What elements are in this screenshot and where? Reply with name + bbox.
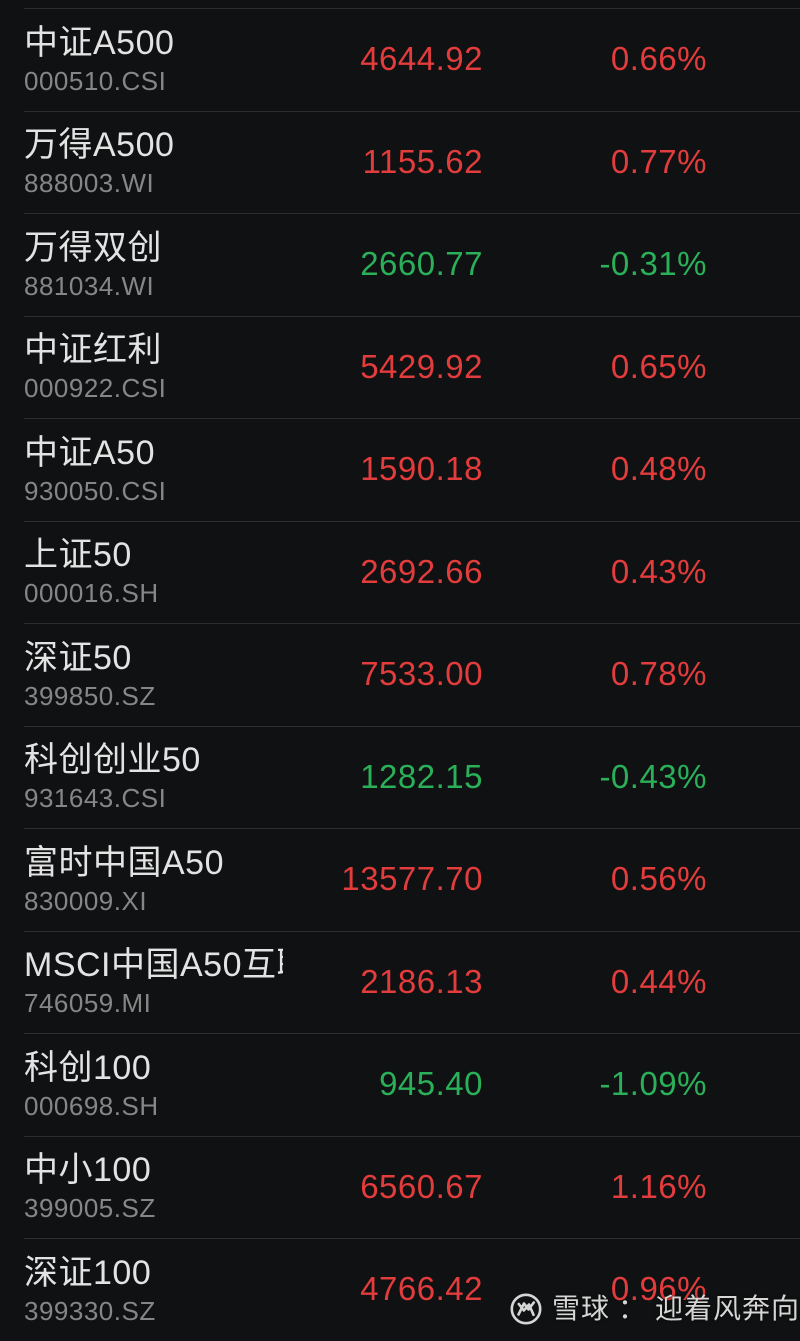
index-value: 945.40	[379, 1065, 483, 1103]
xueqiu-watermark: 雪球 ： 迎着风奔向彩虹	[508, 1289, 800, 1329]
index-row[interactable]: 中证红利 000922.CSI 5429.92 0.65%	[0, 315, 800, 419]
index-name-block: 深证50 399850.SZ	[0, 636, 283, 713]
index-row[interactable]: 万得双创 881034.WI 2660.77 -0.31%	[0, 213, 800, 316]
index-code: 931643.CSI	[24, 783, 167, 814]
index-name: 万得A500	[24, 126, 175, 165]
index-value: 7533.00	[360, 655, 483, 693]
index-name-block: 中小100 399005.SZ	[0, 1148, 283, 1225]
index-value: 2660.77	[360, 245, 483, 283]
index-row[interactable]: 科创100 000698.SH 945.40 -1.09%	[0, 1033, 800, 1136]
xueqiu-logo-icon	[508, 1291, 544, 1327]
index-name-block: 深证100 399330.SZ	[0, 1251, 283, 1328]
index-name-block: 上证50 000016.SH	[0, 533, 283, 610]
index-name: 中证A50	[24, 433, 155, 472]
index-row[interactable]: 富时中国A50 830009.XI 13577.70 0.56%	[0, 828, 800, 931]
index-change-percent: 0.65%	[610, 347, 707, 385]
index-name: 深证50	[24, 638, 132, 677]
index-code: 399005.SZ	[24, 1193, 156, 1224]
index-name-block: 科创创业50 931643.CSI	[0, 738, 283, 815]
index-name: 科创100	[24, 1048, 152, 1087]
index-name: 中证A500	[24, 23, 175, 62]
index-name-block: 中证A50 930050.CSI	[0, 431, 283, 508]
index-list: 中证A500 000510.CSI 4644.92 0.66% 万得A500 8…	[0, 8, 800, 1341]
index-row[interactable]: 上证50 000016.SH 2692.66 0.43%	[0, 520, 800, 624]
index-code: 888003.WI	[24, 168, 155, 199]
index-change-percent: -0.31%	[599, 245, 707, 283]
index-name: 科创创业50	[24, 741, 201, 780]
index-row[interactable]: 中证A500 000510.CSI 4644.92 0.66%	[0, 8, 800, 111]
index-code: 930050.CSI	[24, 475, 167, 506]
index-name-block: MSCI中国A50互联 746059.MI	[0, 943, 283, 1020]
index-name: MSCI中国A50互联	[24, 946, 283, 985]
index-code: 830009.XI	[24, 885, 148, 916]
index-row[interactable]: 中小100 399005.SZ 6560.67 1.16%	[0, 1135, 800, 1239]
index-change-percent: 0.43%	[610, 552, 707, 590]
index-name-block: 万得A500 888003.WI	[0, 123, 283, 200]
index-name: 中小100	[24, 1151, 152, 1190]
index-name: 富时中国A50	[24, 843, 224, 882]
index-row[interactable]: 深证50 399850.SZ 7533.00 0.78%	[0, 623, 800, 726]
index-value: 2692.66	[360, 552, 483, 590]
watermark-slogan: 迎着风奔向彩虹	[655, 1293, 800, 1324]
index-value: 1282.15	[360, 757, 483, 795]
index-value: 4766.42	[360, 1270, 483, 1308]
watermark-brand: 雪球	[552, 1293, 611, 1324]
index-name-block: 中证A500 000510.CSI	[0, 21, 283, 98]
index-code: 000922.CSI	[24, 373, 167, 404]
index-name-block: 科创100 000698.SH	[0, 1046, 283, 1123]
index-row[interactable]: MSCI中国A50互联 746059.MI 2186.13 0.44%	[0, 930, 800, 1034]
index-change-percent: 0.96%	[610, 1270, 707, 1308]
index-value: 5429.92	[360, 347, 483, 385]
index-row[interactable]: 万得A500 888003.WI 1155.62 0.77%	[0, 110, 800, 214]
index-change-percent: 0.78%	[610, 655, 707, 693]
index-value: 4644.92	[360, 40, 483, 78]
index-code: 399850.SZ	[24, 680, 156, 711]
index-code: 000510.CSI	[24, 65, 167, 96]
index-code: 746059.MI	[24, 988, 152, 1019]
index-code: 000016.SH	[24, 578, 159, 609]
index-code: 000698.SH	[24, 1090, 159, 1121]
index-change-percent: 0.66%	[610, 40, 707, 78]
index-value: 2186.13	[360, 962, 483, 1000]
index-name: 中证红利	[24, 331, 162, 370]
index-name: 深证100	[24, 1253, 152, 1292]
index-row[interactable]: 中证A50 930050.CSI 1590.18 0.48%	[0, 418, 800, 521]
index-code: 399330.SZ	[24, 1295, 156, 1326]
index-change-percent: 0.77%	[610, 142, 707, 180]
index-value: 1155.62	[362, 142, 483, 180]
index-change-percent: -0.43%	[599, 757, 707, 795]
index-name: 万得双创	[24, 228, 162, 267]
index-change-percent: 0.56%	[610, 860, 707, 898]
index-code: 881034.WI	[24, 270, 155, 301]
index-change-percent: 0.44%	[610, 962, 707, 1000]
index-name-block: 中证红利 000922.CSI	[0, 328, 283, 405]
watermark-separator: ：	[618, 1293, 648, 1324]
index-name: 上证50	[24, 536, 132, 575]
index-name-block: 万得双创 881034.WI	[0, 226, 283, 303]
index-value: 6560.67	[360, 1167, 483, 1205]
index-change-percent: 0.48%	[610, 450, 707, 488]
index-value: 13577.70	[341, 860, 483, 898]
index-change-percent: -1.09%	[599, 1065, 707, 1103]
index-row[interactable]: 科创创业50 931643.CSI 1282.15 -0.43%	[0, 725, 800, 829]
index-change-percent: 1.16%	[610, 1167, 707, 1205]
index-row[interactable]: 深证100 399330.SZ 4766.42 0.96%	[0, 1238, 800, 1341]
index-value: 1590.18	[360, 450, 483, 488]
index-name-block: 富时中国A50 830009.XI	[0, 841, 283, 918]
